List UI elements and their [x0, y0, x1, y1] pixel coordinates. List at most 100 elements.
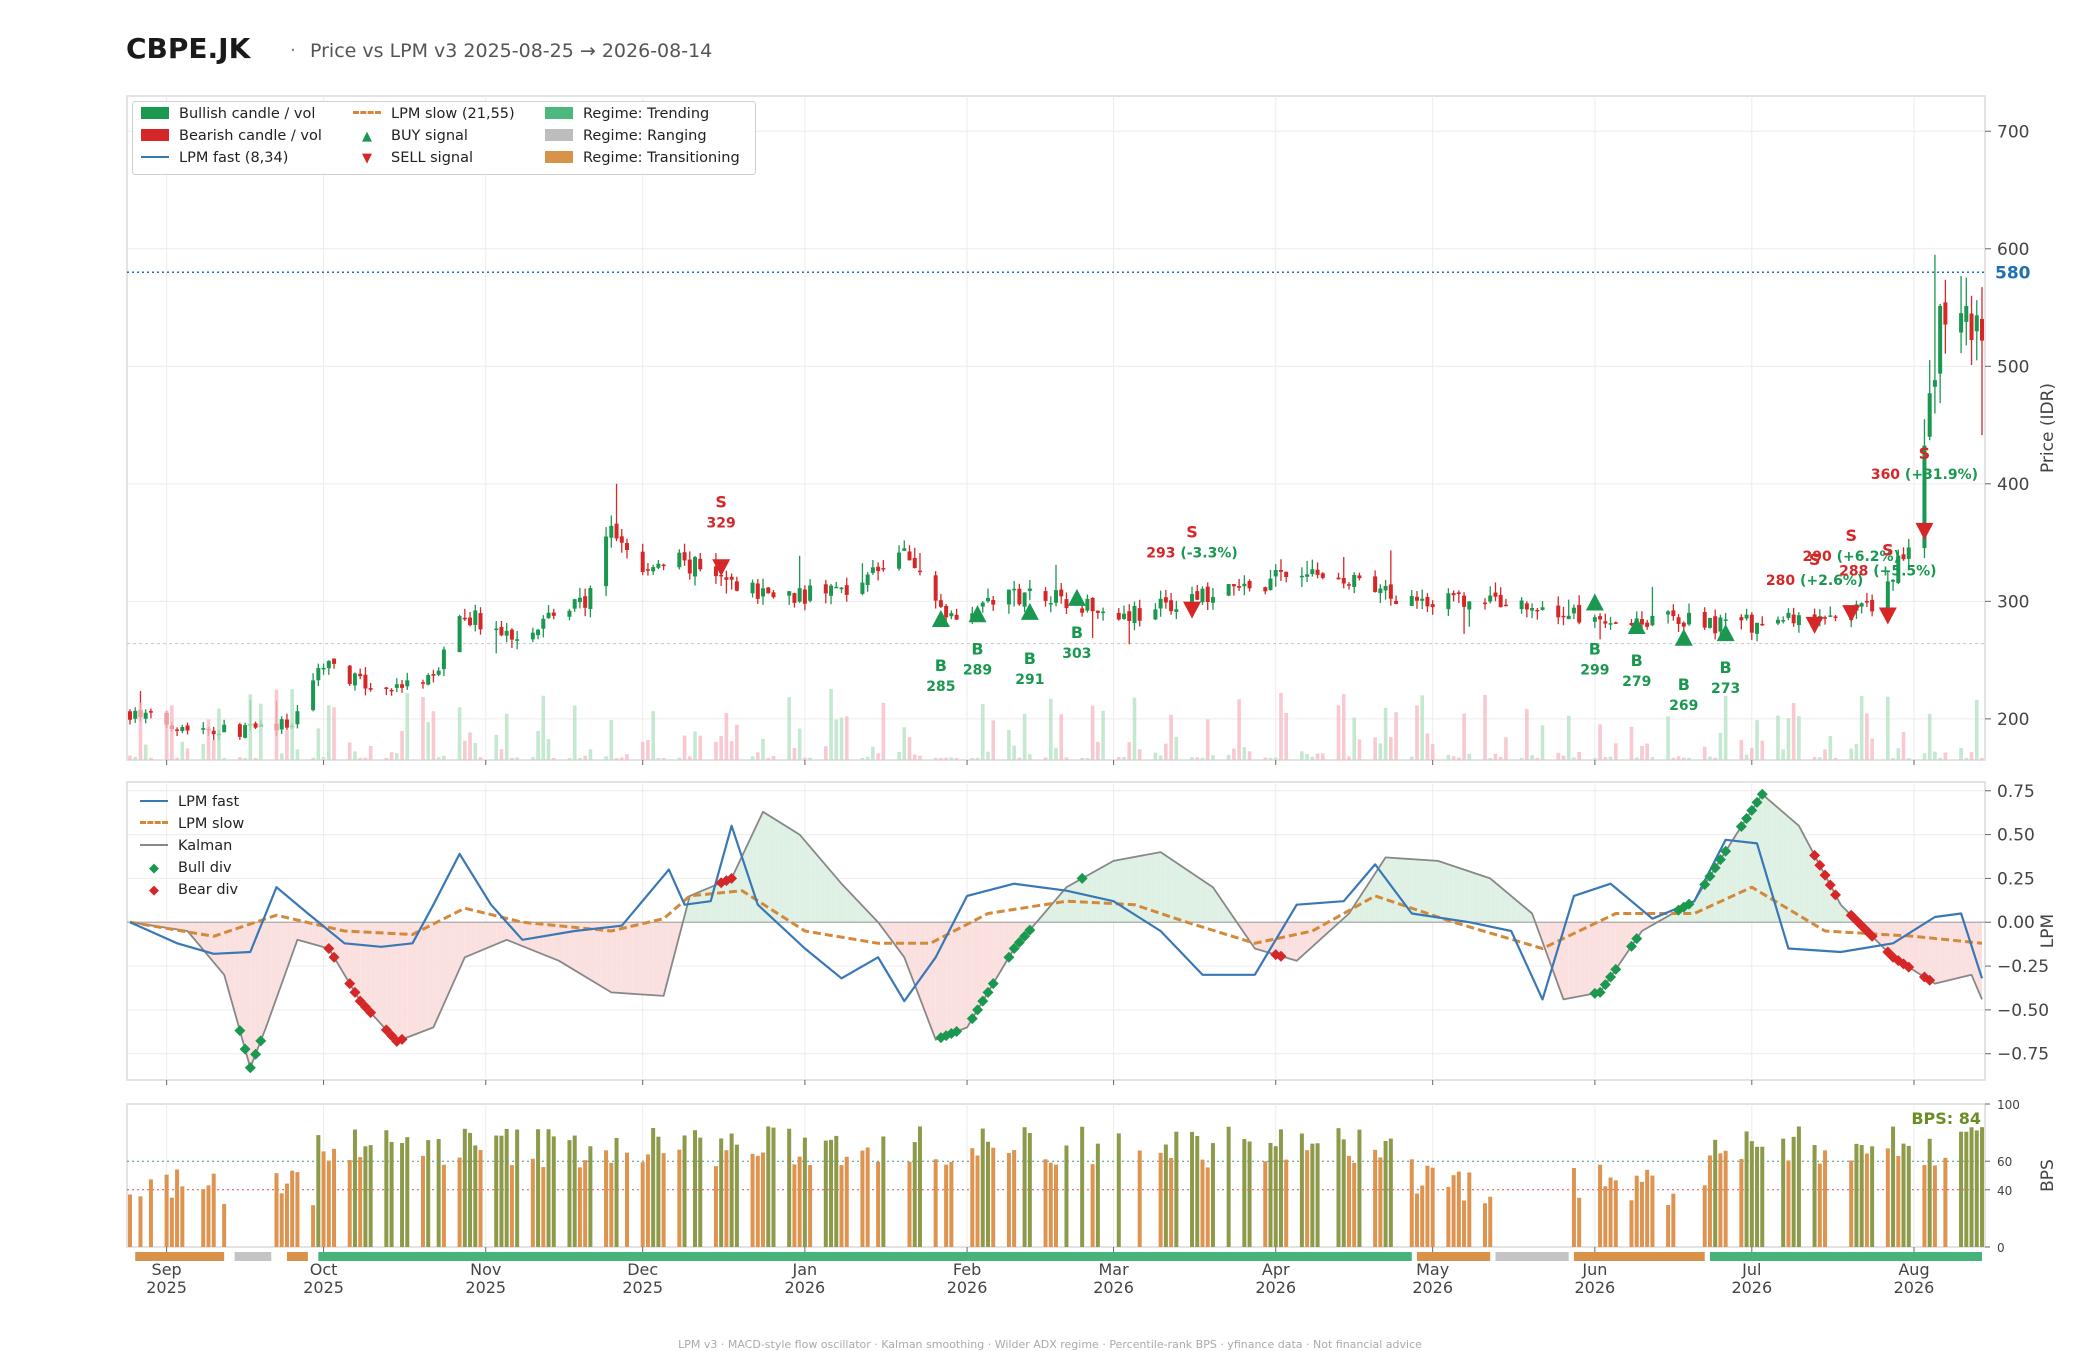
- kalman-negative-fill: [213, 922, 219, 969]
- bps-bar: [1090, 1164, 1095, 1247]
- kalman-negative-fill: [375, 922, 382, 1025]
- candle-body: [1535, 609, 1540, 612]
- price-ytick-label: 300: [1997, 592, 2029, 612]
- dashed-line-swatch-icon: [140, 821, 168, 824]
- candle-body: [792, 593, 797, 603]
- kalman-positive-fill: [1469, 871, 1475, 923]
- bps-bar: [206, 1185, 211, 1247]
- bps-bar: [1048, 1162, 1053, 1247]
- bear-div-marker: [1819, 869, 1831, 881]
- kalman-negative-fill: [1950, 922, 1956, 980]
- candle-body: [457, 616, 462, 653]
- candle-body: [1430, 604, 1435, 608]
- candle-body: [143, 712, 148, 719]
- bps-bar: [1462, 1200, 1467, 1247]
- title-separator: ·: [290, 40, 296, 61]
- kalman-positive-fill: [1186, 869, 1193, 923]
- volume-bar: [604, 756, 608, 760]
- kalman-positive-fill: [836, 877, 842, 923]
- kalman-negative-fill: [517, 922, 523, 947]
- candle-body: [614, 523, 619, 539]
- bull-div-marker: [1735, 821, 1747, 833]
- buy-signal-label: 303: [1062, 646, 1091, 662]
- volume-bar: [1169, 714, 1173, 760]
- kalman-negative-fill: [166, 922, 172, 929]
- bps-bar: [876, 1161, 881, 1247]
- bps-bar: [1723, 1150, 1728, 1247]
- volume-bar: [436, 757, 441, 760]
- bps-bar: [1409, 1159, 1414, 1247]
- volume-bar: [588, 749, 593, 760]
- bear-div-marker: [328, 951, 340, 963]
- bps-bar: [1634, 1175, 1639, 1247]
- volume-bar: [1415, 705, 1419, 760]
- kalman-negative-fill: [1913, 922, 1920, 974]
- volume-bar: [944, 757, 948, 760]
- bull-div-marker: [1714, 854, 1726, 866]
- kalman-negative-fill: [339, 922, 345, 975]
- kalman-positive-fill: [794, 831, 800, 923]
- kalman-negative-fill: [360, 922, 366, 1007]
- candle-body: [1891, 579, 1896, 582]
- kalman-positive-fill: [1746, 810, 1752, 923]
- bps-bar: [1027, 1133, 1032, 1247]
- kalman-negative-fill: [443, 922, 450, 1005]
- kalman-negative-fill: [998, 922, 1004, 975]
- bull-div-marker: [1008, 943, 1020, 955]
- bps-bar: [583, 1160, 588, 1247]
- volume-bar: [1797, 716, 1801, 760]
- volume-bar: [1347, 756, 1351, 760]
- x-tick-year: 2025: [303, 1278, 344, 1297]
- candle-body: [1101, 611, 1106, 614]
- candle-body: [1980, 318, 1984, 341]
- kalman-negative-fill: [1244, 922, 1250, 941]
- bps-bar: [284, 1183, 289, 1247]
- x-tick-year: 2026: [1093, 1278, 1134, 1297]
- volume-bar: [358, 757, 362, 760]
- volume-bar: [1116, 757, 1121, 760]
- buy-signal-letter: B: [971, 639, 983, 658]
- candle-body: [358, 673, 363, 677]
- kalman-negative-fill: [417, 922, 423, 1034]
- volume-bar: [426, 722, 431, 760]
- bps-bar: [609, 1162, 614, 1247]
- kalman-positive-fill: [799, 834, 805, 923]
- sell-return: (+6.2%): [1832, 549, 1900, 565]
- volume-bar: [1561, 755, 1566, 760]
- kalman-negative-fill: [422, 922, 429, 1032]
- volume-bar: [1598, 724, 1602, 760]
- candle-body: [1064, 599, 1069, 609]
- candle-body: [808, 585, 813, 601]
- volume-bar: [1577, 752, 1581, 760]
- bps-bar: [1195, 1135, 1200, 1247]
- volume-bar: [1525, 708, 1529, 760]
- bps-bar: [347, 1160, 352, 1247]
- bps-bar: [766, 1126, 771, 1247]
- kalman-positive-fill: [736, 856, 743, 923]
- kalman-positive-fill: [825, 865, 832, 923]
- kalman-positive-fill: [1155, 852, 1161, 923]
- regime-band-transitioning: [1416, 1252, 1491, 1261]
- candle-body: [802, 589, 807, 604]
- bps-bar: [713, 1166, 718, 1247]
- candle-body: [1707, 617, 1712, 628]
- kalman-negative-fill: [511, 922, 518, 944]
- candle-body: [734, 581, 739, 591]
- candle-body: [1943, 302, 1948, 325]
- candle-body: [577, 597, 582, 603]
- kalman-positive-fill: [1176, 862, 1182, 923]
- bps-bar: [164, 1174, 169, 1247]
- volume-bar: [1760, 740, 1765, 760]
- regime-band-transitioning: [1573, 1252, 1705, 1261]
- volume-bar: [1854, 743, 1859, 760]
- candle-body: [860, 582, 865, 594]
- bps-bar: [222, 1203, 227, 1247]
- candle-body: [1012, 588, 1017, 591]
- bps-bar: [792, 1164, 797, 1247]
- volume-bar: [1090, 705, 1095, 760]
- lpm-ytick-label: 0.00: [1997, 913, 2035, 933]
- volume-bar: [687, 756, 692, 760]
- volume-bar: [138, 703, 143, 760]
- candle-body: [363, 674, 368, 689]
- kalman-positive-fill: [1061, 887, 1067, 923]
